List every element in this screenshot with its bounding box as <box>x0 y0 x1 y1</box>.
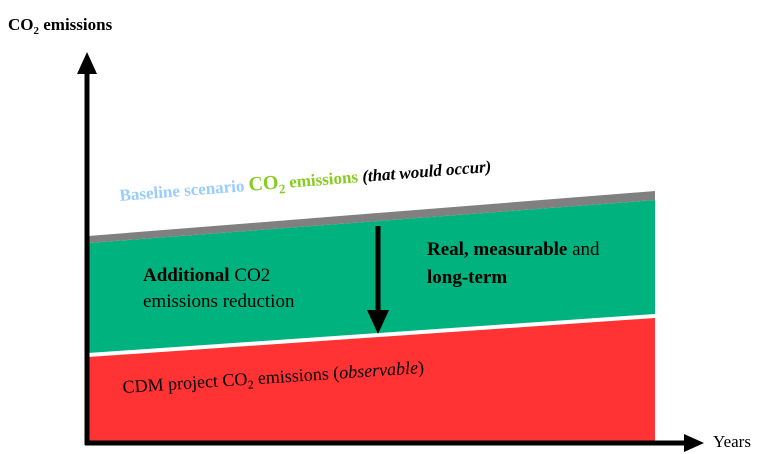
characteristics-label-line2: long-term <box>427 267 507 288</box>
baseline-label: Baseline scenario CO2 emissions (that wo… <box>119 155 493 209</box>
characteristics-label: Real, measurable and <box>427 239 600 260</box>
y-axis-arrow <box>77 52 97 74</box>
x-axis-label: Years <box>713 432 751 451</box>
reduction-label-line2: emissions reduction <box>143 291 295 312</box>
reduction-label: Additional CO2 <box>143 265 270 286</box>
y-axis-label: CO2 emissions <box>8 15 113 37</box>
emissions-reduction-area <box>88 200 655 353</box>
reduction-arrow-head <box>367 310 389 334</box>
project-emissions-area <box>88 318 655 443</box>
x-axis-arrow <box>684 434 704 452</box>
baseline-band <box>88 191 655 243</box>
